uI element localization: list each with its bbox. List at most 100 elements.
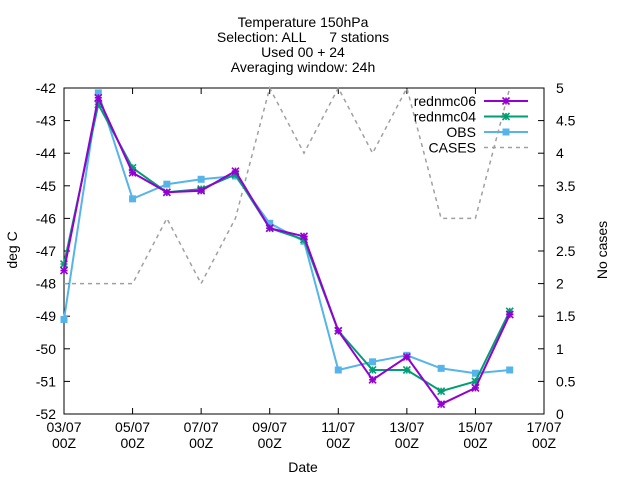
data-point-rednmc06 <box>402 352 411 362</box>
x-tick-label: 03/07 <box>46 419 81 435</box>
data-point-rednmc06 <box>505 310 514 319</box>
y2-tick-label: 4.5 <box>556 113 576 129</box>
x-tick-label-hour: 00Z <box>121 435 146 451</box>
series-cases <box>64 85 511 286</box>
y2-tick-label: 3 <box>556 210 564 226</box>
chart-title: Temperature 150hPa Selection: ALL 7 stat… <box>217 14 389 75</box>
y-axis-label: deg C <box>4 231 20 268</box>
y2-axis-label: No cases <box>594 221 610 279</box>
y-tick-label: -46 <box>36 210 56 226</box>
data-point-rednmc04-d2 <box>471 377 480 386</box>
data-point-rednmc06-d2 <box>334 326 343 335</box>
y-tick-label: -43 <box>36 113 56 129</box>
data-point-rednmc04-d2 <box>437 387 446 396</box>
y2-tick-label: 0.5 <box>556 373 576 389</box>
title-line-4: Averaging window: 24h <box>231 59 376 75</box>
data-point-obs <box>506 366 514 374</box>
data-point-rednmc06 <box>334 326 343 335</box>
data-point-obs <box>197 175 205 183</box>
y2-tick-label: 4 <box>556 145 564 161</box>
x-tick-label-hour: 00Z <box>463 435 488 451</box>
y-tick-label: -44 <box>36 145 56 161</box>
data-point-rednmc06-d2 <box>265 224 274 233</box>
data-point-rednmc06-d2 <box>197 186 206 195</box>
title-line-3: Used 00 + 24 <box>261 44 345 60</box>
x-tick-label: 17/07 <box>526 419 561 435</box>
data-point-rednmc06 <box>265 224 274 233</box>
x-tick-label: 13/07 <box>389 419 424 435</box>
x-tick-label: 09/07 <box>252 419 287 435</box>
data-point-rednmc06-d2 <box>505 310 514 319</box>
data-point-obs <box>369 358 377 366</box>
x-tick-label: 11/07 <box>321 419 355 435</box>
data-point-rednmc04 <box>368 365 377 375</box>
data-point-obs <box>60 315 68 323</box>
data-point-rednmc06 <box>197 186 206 195</box>
y2-tick-label: 5 <box>556 80 564 96</box>
y-tick-label: -50 <box>36 341 56 357</box>
x-tick-label-hour: 00Z <box>395 435 420 451</box>
legend-marker-rednmc04-d2 <box>501 112 511 121</box>
series-rednmc06 <box>59 93 514 409</box>
x-tick-label-hour: 00Z <box>326 435 351 451</box>
data-point-rednmc06-d2 <box>162 188 171 197</box>
legend-marker-rednmc04 <box>501 112 511 121</box>
legend-label-obs: OBS <box>446 124 476 140</box>
data-point-obs <box>266 219 274 227</box>
y-tick-label: -49 <box>36 308 56 324</box>
y2-tick-label: 1 <box>556 341 564 357</box>
data-point-rednmc06 <box>368 375 377 384</box>
data-point-obs <box>471 369 479 377</box>
data-point-rednmc06-d2 <box>437 400 446 409</box>
x-tick-label-hour: 00Z <box>52 435 77 451</box>
data-point-rednmc06 <box>59 266 69 275</box>
legend-label-rednmc04: rednmc04 <box>414 109 476 125</box>
data-point-rednmc06 <box>128 168 137 177</box>
x-tick-label: 05/07 <box>115 419 150 435</box>
data-point-rednmc06-d2 <box>59 266 69 275</box>
legend-marker-rednmc06-d2 <box>501 96 511 106</box>
data-point-rednmc06-d2 <box>402 352 411 362</box>
data-point-obs <box>437 364 445 372</box>
y-tick-label: -52 <box>36 406 56 422</box>
data-point-obs <box>94 89 102 97</box>
data-point-rednmc04 <box>402 365 411 375</box>
data-point-rednmc06-d2 <box>94 93 103 102</box>
data-point-rednmc06-d2 <box>231 167 240 176</box>
legend-label-rednmc06: rednmc06 <box>414 93 476 109</box>
y-tick-label: -47 <box>36 243 56 259</box>
y2-tick-label: 0 <box>556 406 564 422</box>
data-point-rednmc06-d2 <box>368 375 377 384</box>
series-line-rednmc04 <box>63 101 511 393</box>
data-point-rednmc06 <box>299 232 309 241</box>
y-tick-label: -45 <box>36 178 56 194</box>
data-point-rednmc06 <box>437 400 446 409</box>
series-line-cases <box>64 85 511 286</box>
x-tick-label: 07/07 <box>184 419 219 435</box>
x-axis-label: Date <box>288 459 318 475</box>
y2-tick-label: 3.5 <box>556 178 576 194</box>
data-point-rednmc04 <box>437 387 446 396</box>
data-point-rednmc06-d2 <box>128 168 137 177</box>
data-point-obs <box>163 180 171 188</box>
data-point-rednmc04-d2 <box>368 365 377 375</box>
data-point-rednmc06-d2 <box>299 232 309 241</box>
series-line-rednmc06 <box>63 94 511 406</box>
data-point-obs <box>129 195 137 203</box>
data-point-rednmc06-d2 <box>471 383 480 392</box>
y2-tick-label: 1.5 <box>556 308 576 324</box>
title-line-2: Selection: ALL 7 stations <box>217 29 389 45</box>
x-tick-label-hour: 00Z <box>258 435 283 451</box>
y-tick-label: -42 <box>36 80 56 96</box>
y-tick-label: -48 <box>36 276 56 292</box>
data-point-rednmc06 <box>162 188 171 197</box>
legend-marker-rednmc06 <box>501 96 511 106</box>
data-point-rednmc04-d2 <box>402 365 411 375</box>
x-tick-label-hour: 00Z <box>532 435 557 451</box>
y2-tick-label: 2 <box>556 276 564 292</box>
x-tick-label: 15/07 <box>458 419 493 435</box>
data-point-rednmc06 <box>231 167 240 176</box>
data-point-rednmc06 <box>94 93 103 102</box>
